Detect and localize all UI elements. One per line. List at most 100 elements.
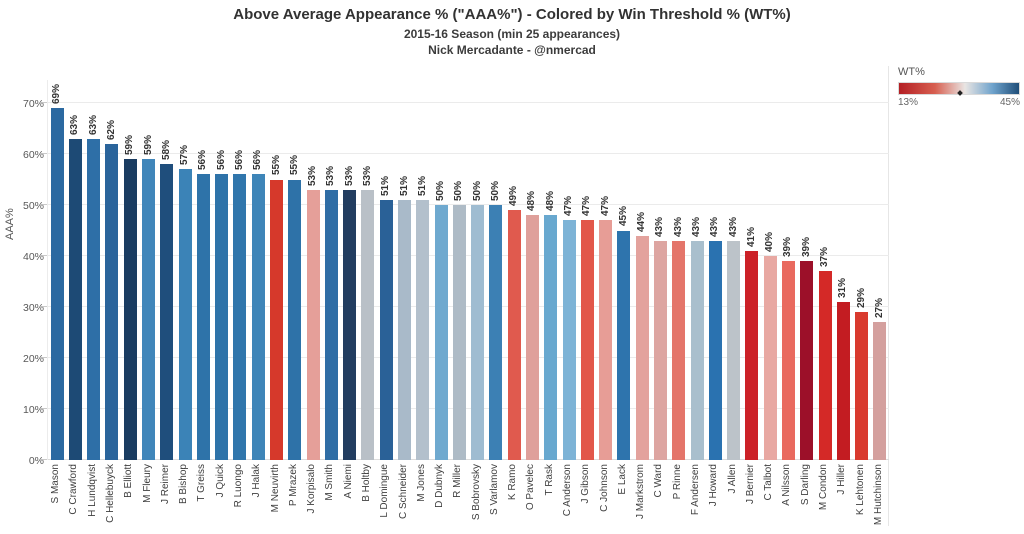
legend-title: WT% [898, 66, 925, 78]
x-axis-label-j-halak: J Halak [251, 464, 263, 498]
x-axis-label-r-miller: R Miller [452, 464, 464, 498]
bar-s-darling[interactable] [800, 261, 814, 460]
bar-c-ward[interactable] [653, 240, 667, 460]
bar-r-luongo[interactable] [233, 174, 247, 460]
bar-value-label: 50% [489, 180, 501, 201]
bar-c-anderson[interactable] [562, 220, 576, 460]
x-axis-label-b-elliott: B Elliott [123, 464, 135, 498]
bar-c-talbot[interactable] [763, 256, 777, 460]
bar-j-bernier[interactable] [745, 250, 759, 460]
x-axis-label-m-neuvirth: M Neuvirth [269, 464, 281, 513]
x-axis-label-m-fleury: M Fleury [141, 464, 153, 503]
bar-value-label: 50% [453, 180, 465, 201]
bar-j-hiller[interactable] [836, 301, 850, 460]
bar-j-gibson[interactable] [580, 220, 594, 460]
bar-t-rask[interactable] [544, 215, 558, 460]
bar-value-label: 44% [636, 211, 648, 232]
bar-value-label: 48% [526, 191, 538, 212]
bar-e-lack[interactable] [617, 230, 631, 460]
bar-value-label: 29% [855, 288, 867, 309]
bar-j-markstrom[interactable] [635, 235, 649, 460]
bar-s-varlamov[interactable] [489, 205, 503, 460]
bar-j-halak[interactable] [251, 174, 265, 460]
bar-s-mason[interactable] [50, 108, 64, 460]
bar-value-label: 39% [800, 237, 812, 258]
x-axis-label-j-korpisalo: J Korpisalo [306, 464, 318, 514]
bar-value-label: 43% [672, 216, 684, 237]
y-axis-title: AAA% [4, 208, 16, 240]
bar-k-lehtonen[interactable] [855, 312, 869, 460]
bar-m-smith[interactable] [324, 189, 338, 460]
x-axis-label-s-darling: S Darling [799, 464, 811, 506]
y-tick-mark [43, 459, 47, 460]
bar-value-label: 53% [343, 165, 355, 186]
x-axis-label-j-quick: J Quick [214, 464, 226, 498]
x-axis-label-a-nilsson: A Nilsson [781, 464, 793, 506]
bar-value-label: 56% [252, 150, 264, 171]
bar-c-hellebuyck[interactable] [105, 143, 119, 460]
y-tick-label: 30% [22, 301, 44, 314]
y-tick-mark [43, 204, 47, 205]
bar-j-howard[interactable] [708, 240, 722, 460]
bar-value-label: 51% [416, 175, 428, 196]
bar-value-label: 37% [819, 247, 830, 268]
bar-p-rinne[interactable] [672, 240, 686, 460]
x-axis-label-k-lehtonen: K Lehtonen [854, 464, 866, 516]
y-tick-mark [43, 102, 47, 103]
y-tick-label: 10% [22, 403, 44, 416]
bar-k-ramo[interactable] [507, 210, 521, 460]
bar-a-nilsson[interactable] [781, 261, 795, 460]
bar-m-hutchinson[interactable] [873, 322, 887, 460]
x-axis-label-r-luongo: R Luongo [232, 464, 244, 508]
x-axis-labels: S Mason C Crawford H Lundqvist C Hellebuyck… [47, 464, 888, 534]
legend-marker [957, 90, 964, 96]
bar-l-domingue[interactable] [379, 199, 393, 460]
gridline-0% [48, 459, 889, 460]
bar-s-bobrovsky[interactable] [471, 205, 485, 460]
bar-c-schneider[interactable] [398, 199, 411, 460]
bar-m-neuvirth[interactable] [270, 179, 284, 460]
bar-j-korpisalo[interactable] [306, 189, 320, 460]
bar-c-crawford[interactable] [68, 138, 82, 460]
legend-gradient-bar [898, 82, 1020, 96]
x-axis-label-c-johnson: C Johnson [598, 464, 610, 512]
legend-min-label: 13% [898, 97, 919, 108]
bar-value-label: 48% [544, 191, 556, 212]
x-axis-label-j-allen: J Allen [726, 464, 738, 494]
bar-b-elliott[interactable] [123, 159, 137, 460]
bar-value-label: 43% [654, 216, 666, 237]
y-tick-label: 60% [22, 148, 44, 161]
bar-r-miller[interactable] [452, 205, 466, 460]
bar-a-niemi[interactable] [343, 189, 357, 460]
bar-value-label: 45% [617, 206, 629, 227]
bar-t-greiss[interactable] [196, 174, 210, 460]
bar-j-quick[interactable] [215, 174, 229, 460]
bar-c-johnson[interactable] [599, 220, 613, 460]
x-axis-label-s-mason: S Mason [50, 464, 62, 504]
bar-m-jones[interactable] [416, 199, 430, 460]
gridline-50% [48, 204, 889, 205]
bar-d-dubnyk[interactable] [434, 205, 448, 460]
chart-title: Above Average Appearance % ("AAA%") - Co… [233, 6, 791, 23]
gridline-70% [48, 102, 889, 103]
bar-j-reimer[interactable] [160, 164, 174, 460]
bar-value-label: 49% [508, 186, 520, 207]
bar-m-condon[interactable] [818, 271, 832, 460]
x-axis-label-p-mrazek: P Mrazek [287, 464, 299, 507]
bar-o-pavelec[interactable] [525, 215, 539, 460]
bar-p-mrazek[interactable] [288, 179, 302, 460]
bar-h-lundqvist[interactable] [87, 138, 101, 460]
bar-value-label: 55% [270, 155, 282, 176]
bar-j-allen[interactable] [727, 240, 741, 460]
bar-b-holtby[interactable] [361, 189, 375, 460]
bar-f-andersen[interactable] [690, 240, 704, 460]
bar-value-label: 56% [215, 150, 227, 171]
x-axis-label-j-gibson: J Gibson [580, 464, 592, 504]
x-axis-label-j-howard: J Howard [708, 464, 720, 507]
x-axis-label-c-schneider: C Schneider [397, 464, 409, 520]
x-axis-label-e-lack: E Lack [616, 464, 628, 495]
bar-value-label: 56% [233, 150, 245, 171]
bar-m-fleury[interactable] [142, 159, 156, 460]
bar-b-bishop[interactable] [178, 169, 192, 460]
